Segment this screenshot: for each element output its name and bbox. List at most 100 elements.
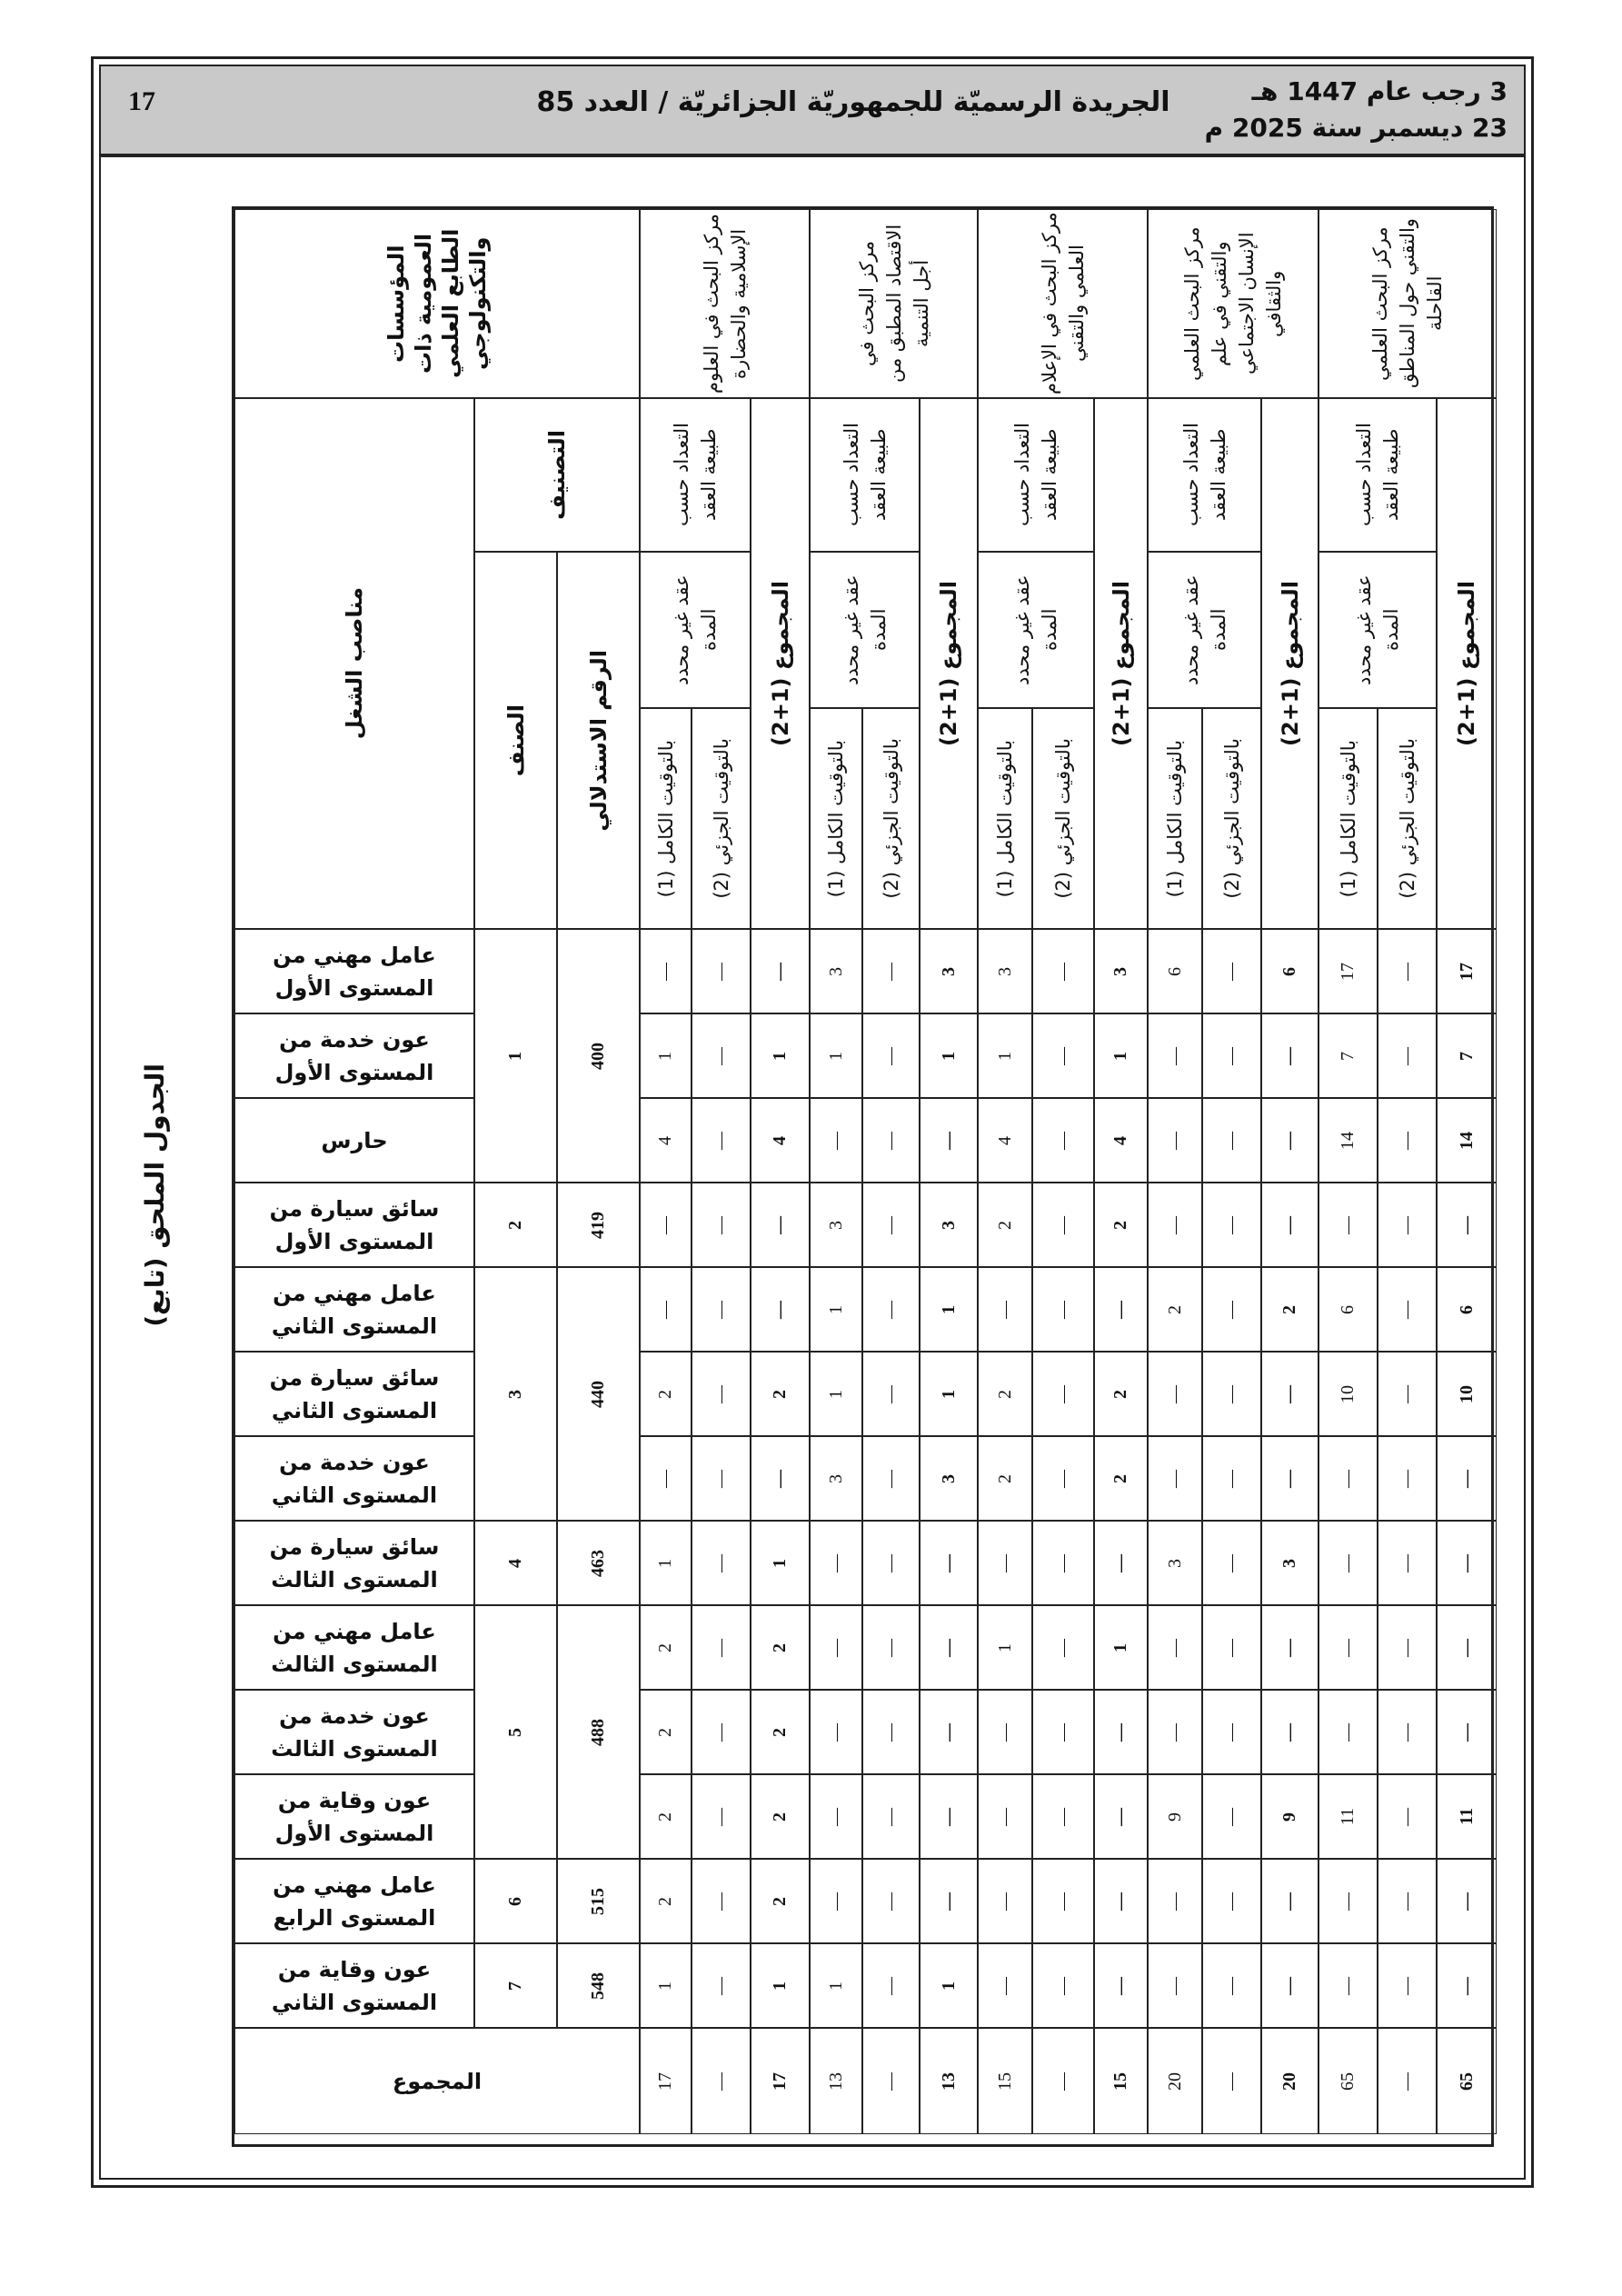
total-cell: — xyxy=(1437,1690,1497,1774)
part-time-header: بالتوقيت الجزئي (2) xyxy=(692,708,751,929)
part-time-header-text: بالتوقيت الجزئي (2) xyxy=(1220,738,1243,899)
part-time-cell: — xyxy=(862,1521,920,1605)
full-time-cell: 2 xyxy=(1148,1267,1202,1352)
institution-name: مركز البحث في العلوم الإسلامية والحضارة xyxy=(640,209,810,398)
total-cell: 10 xyxy=(1437,1352,1497,1436)
full-time-cell: — xyxy=(1148,1605,1202,1690)
part-time-cell: — xyxy=(862,1436,920,1521)
total-header-text: المجموع (1+2) xyxy=(936,581,961,746)
total-cell-text: — xyxy=(938,1892,959,1911)
full-time-cell: 11 xyxy=(1318,1774,1378,1859)
full-time-cell: — xyxy=(978,1859,1032,1943)
part-time-header: بالتوقيت الجزئي (2) xyxy=(1202,708,1261,929)
full-time-cell: 3 xyxy=(810,1183,862,1267)
full-time-cell-text: 1 xyxy=(655,1558,675,1568)
full-time-cell-text: — xyxy=(1164,1722,1185,1742)
part-time-cell: — xyxy=(862,1013,920,1098)
full-time-cell-text: — xyxy=(1164,1215,1185,1234)
full-time-cell-text: — xyxy=(825,1553,846,1572)
part-time-cell: — xyxy=(1378,1690,1437,1774)
full-time-cell: — xyxy=(1148,1943,1202,2028)
total-cell: — xyxy=(920,1859,978,1943)
total-cell-text: 4 xyxy=(1110,1135,1130,1145)
part-time-cell: — xyxy=(862,929,920,1013)
total-cell: 6 xyxy=(1437,1267,1497,1352)
part-time-cell: — xyxy=(1378,1098,1437,1183)
total-cell-text: — xyxy=(1110,1300,1130,1319)
total-cell-text: — xyxy=(770,1469,790,1488)
full-time-cell: 2 xyxy=(640,1690,692,1774)
total-cell: — xyxy=(1261,1013,1318,1098)
full-time-cell-text: — xyxy=(1164,1638,1185,1657)
full-time-cell-text: 3 xyxy=(1164,1558,1185,1568)
full-time-cell-text: 2 xyxy=(994,1220,1015,1230)
total-cell: — xyxy=(920,1774,978,1859)
total-cell-text: 2 xyxy=(770,1727,790,1737)
full-time-cell-text: — xyxy=(1164,1046,1185,1065)
part-time-cell: — xyxy=(692,1774,751,1859)
part-time-cell: — xyxy=(1202,1605,1261,1690)
full-time-cell: 2 xyxy=(640,1774,692,1859)
sum-full-time-text: 65 xyxy=(1338,2071,1358,2091)
full-time-cell: 3 xyxy=(1148,1521,1202,1605)
total-cell-text: 6 xyxy=(1279,966,1299,976)
full-time-cell: 3 xyxy=(810,1436,862,1521)
part-time-header-text: بالتوقيت الجزئي (2) xyxy=(1396,738,1418,899)
index-cell: 548 xyxy=(557,1943,640,2028)
permanent-contract-header: عقد غير محدد المدة xyxy=(640,552,751,708)
full-time-cell: — xyxy=(640,929,692,1013)
full-time-cell-text: 3 xyxy=(825,966,846,976)
full-time-cell-text: — xyxy=(655,1469,675,1488)
total-cell-text: — xyxy=(1279,1384,1299,1403)
part-time-cell-text: — xyxy=(1221,1722,1241,1742)
part-time-cell-text: — xyxy=(1052,1976,1073,1995)
permanent-contract-header: عقد غير محدد المدة xyxy=(1318,552,1437,708)
hijri-date: 3 رجب عام 1447 هـ xyxy=(1251,76,1508,106)
full-time-cell: 7 xyxy=(1318,1013,1378,1098)
total-header-text: المجموع (1+2) xyxy=(1108,581,1134,746)
full-time-header-text: بالتوقيت الكامل (1) xyxy=(1164,739,1186,898)
part-time-cell: — xyxy=(1032,1943,1094,2028)
part-time-cell: — xyxy=(1378,1352,1437,1436)
full-time-cell: — xyxy=(1318,1183,1378,1267)
part-time-cell: — xyxy=(1032,1690,1094,1774)
sum-total: 15 xyxy=(1094,2028,1148,2134)
part-time-cell-text: — xyxy=(711,962,731,981)
total-cell-text: 2 xyxy=(770,1642,790,1652)
table-caption-text: الجدول الملحق (تابع) xyxy=(139,1063,170,1327)
part-time-cell: — xyxy=(1378,929,1437,1013)
total-cell: — xyxy=(1437,1859,1497,1943)
permanent-contract-header-text: عقد غير محدد المدة xyxy=(1011,574,1060,685)
part-time-cell-text: — xyxy=(1052,1553,1073,1572)
contract-header: التعداد حسب طبيعة العقد xyxy=(810,398,920,552)
full-time-cell-text: — xyxy=(1338,1892,1358,1911)
sum-part-time: — xyxy=(1378,2028,1437,2134)
part-time-cell: — xyxy=(1202,1183,1261,1267)
sum-part-time-text: — xyxy=(1052,2071,1073,2091)
total-cell: — xyxy=(1094,1774,1148,1859)
part-time-header-text: بالتوقيت الجزئي (2) xyxy=(710,738,732,899)
full-time-cell-text: — xyxy=(994,1807,1015,1826)
full-time-cell-text: — xyxy=(1164,1131,1185,1150)
part-time-cell-text: — xyxy=(1397,962,1417,981)
total-cell-text: 2 xyxy=(770,1896,790,1906)
total-cell: 9 xyxy=(1261,1774,1318,1859)
part-time-cell-text: — xyxy=(881,1215,901,1234)
sum-total-text: 17 xyxy=(770,2071,790,2091)
total-cell-text: — xyxy=(1279,1638,1299,1657)
part-time-cell-text: — xyxy=(711,1553,731,1572)
issue-dates: 3 رجب عام 1447 هـ 23 ديسمبر سنة 2025 م xyxy=(1205,74,1508,146)
total-cell: 2 xyxy=(1094,1352,1148,1436)
part-time-header-text: بالتوقيت الجزئي (2) xyxy=(1052,738,1074,899)
part-time-cell-text: — xyxy=(1397,1300,1417,1319)
total-cell-text: 3 xyxy=(938,1473,959,1483)
total-cell-text: — xyxy=(1110,1976,1130,1995)
full-time-cell: — xyxy=(810,1859,862,1943)
index-cell: 440 xyxy=(557,1267,640,1521)
full-time-cell: — xyxy=(810,1521,862,1605)
total-header: المجموع (1+2) xyxy=(1261,398,1318,929)
part-time-cell-text: — xyxy=(881,1892,901,1911)
total-cell: — xyxy=(1261,1859,1318,1943)
part-time-cell-text: — xyxy=(1221,1638,1241,1657)
full-time-cell: 1 xyxy=(640,1943,692,2028)
